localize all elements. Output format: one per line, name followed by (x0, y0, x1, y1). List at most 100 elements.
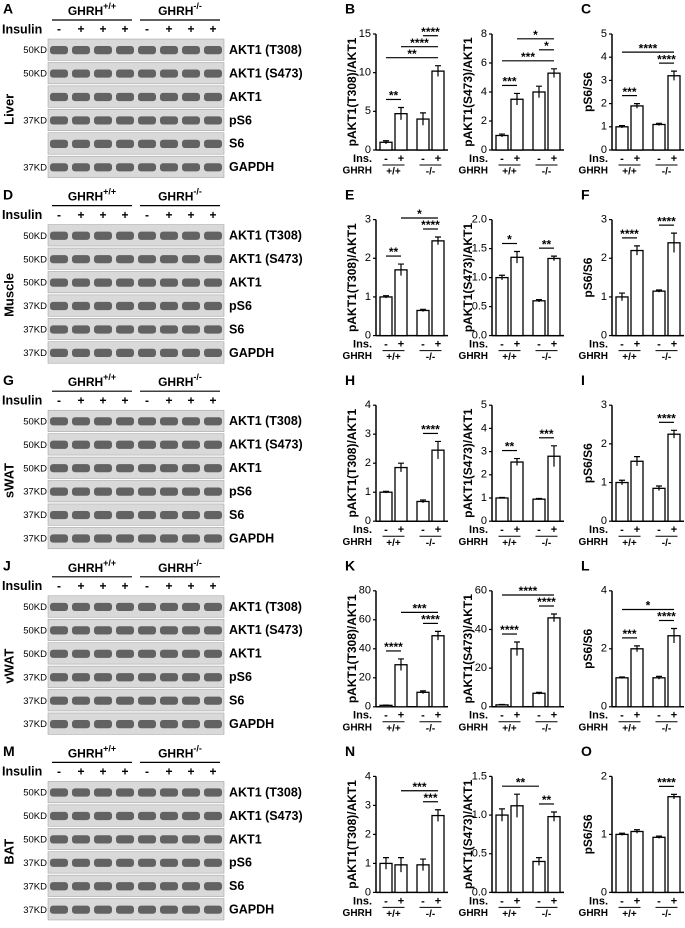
y-axis-label: pAKT1(S473)/AKT1 (461, 594, 475, 704)
bar (431, 70, 445, 151)
significance-label: ** (389, 89, 399, 103)
bar (510, 805, 524, 894)
x-axis-label: Ins. (469, 524, 488, 536)
blot-band (138, 139, 156, 148)
blot-band (138, 325, 156, 334)
x-tick-label: + (435, 895, 441, 907)
blot-band (138, 649, 156, 658)
blot-band (94, 46, 112, 55)
blot-band (182, 116, 200, 125)
blot-band (204, 440, 222, 449)
x-axis-label: Ins. (589, 895, 608, 907)
lane-sign: + (165, 208, 172, 222)
group-axis-label: GHRH (579, 537, 608, 548)
blot-band (72, 719, 90, 729)
blot-band (204, 835, 222, 844)
genotype-name: GHRH (68, 561, 103, 575)
y-tick-label: 5 (481, 399, 487, 411)
error-bar (514, 793, 520, 818)
x-tick-label: + (634, 710, 640, 722)
bar (394, 664, 408, 708)
blot-band (50, 139, 68, 148)
blot-strip (47, 38, 225, 61)
blot-band (138, 719, 156, 729)
group-label: -/- (662, 723, 671, 734)
panel-letter: C (581, 1, 591, 17)
bar (652, 677, 666, 708)
blot-band (204, 92, 222, 102)
panel-letter: J (3, 558, 11, 574)
x-tick-label: + (671, 895, 677, 907)
bar (615, 677, 629, 708)
blot-band (138, 510, 156, 520)
band-label: AKT1 (T308) (229, 785, 302, 799)
y-tick-label: 40 (359, 643, 371, 655)
x-tick-label: + (634, 153, 640, 165)
group-label: -/- (542, 352, 551, 363)
y-tick-label: 0 (601, 701, 607, 713)
blot-band (116, 905, 134, 914)
group-label: +/+ (622, 538, 637, 549)
genotype-name: GHRH (158, 190, 193, 204)
error-bar (383, 704, 389, 706)
mw-marker: 50KD (23, 69, 47, 80)
mw-marker: 37KD (23, 325, 47, 336)
blot-band (94, 255, 112, 264)
y-tick-label: 3 (365, 799, 371, 811)
genotype-name: GHRH (158, 747, 193, 761)
blot-band (94, 487, 112, 496)
blot-band (204, 46, 222, 55)
lane-sign: + (121, 393, 128, 407)
blot-band (72, 858, 90, 867)
blot-band (72, 69, 90, 78)
mw-marker: 50KD (23, 649, 47, 660)
blot-band (72, 602, 90, 612)
blot-strip (47, 642, 225, 665)
mw-marker: 37KD (23, 905, 47, 916)
band-label: AKT1 (S473) (229, 438, 303, 452)
group-label: -/- (542, 909, 551, 920)
error-bar (420, 112, 426, 126)
y-tick-label: 1 (365, 857, 371, 869)
genotype-sup: -/- (193, 558, 202, 568)
error-bar (551, 445, 557, 467)
y-tick-label: 0.0 (472, 886, 487, 898)
lane-sign: + (77, 393, 84, 407)
blot-band (182, 858, 200, 867)
blot-strip (47, 224, 225, 247)
x-tick-label: + (551, 339, 557, 351)
blot-band (72, 255, 90, 264)
blot-band (204, 417, 222, 426)
blot-band (160, 301, 178, 311)
group-label: +/+ (622, 723, 637, 734)
y-tick-label: 10 (359, 67, 371, 79)
blot-band (182, 835, 200, 844)
x-tick-label: + (671, 339, 677, 351)
blot-band (72, 278, 90, 287)
lane-sign: + (121, 208, 128, 222)
blot-band (94, 278, 112, 287)
blot-band (138, 835, 156, 844)
blot-band (94, 788, 112, 797)
blot-band (182, 139, 200, 148)
significance-label: **** (657, 610, 676, 624)
significance-label: * (646, 599, 651, 613)
error-bar (551, 255, 557, 261)
x-axis-label: Ins. (353, 710, 372, 722)
group-axis-label: GHRH (579, 722, 608, 733)
genotype-sup: +/+ (103, 1, 116, 11)
band-label: pS6 (229, 485, 252, 499)
blot-band (116, 626, 134, 635)
genotype-name: GHRH (68, 190, 103, 204)
error-bar (499, 133, 505, 137)
blot-band (138, 116, 156, 125)
error-bar (499, 274, 505, 280)
x-tick-label: + (435, 524, 441, 536)
blot-band (116, 325, 134, 334)
group-axis-label: GHRH (343, 166, 372, 177)
blot-band (72, 882, 90, 891)
blot-band (50, 440, 68, 449)
bar (510, 648, 524, 708)
x-tick-label: - (537, 153, 541, 165)
significance-label: **** (657, 52, 676, 66)
